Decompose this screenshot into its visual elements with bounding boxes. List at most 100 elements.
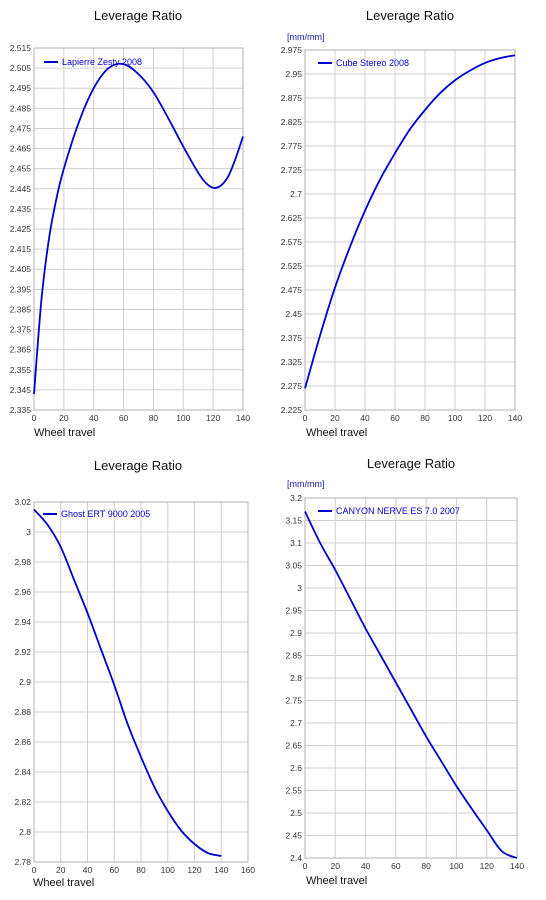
x-ticks: 0 20 40 60 80 100 120 140	[303, 413, 523, 423]
x-tick-label: 140	[236, 413, 250, 423]
x-axis-label: Wheel travel	[306, 427, 367, 439]
x-tick-label: 140	[510, 861, 524, 871]
legend: CANYON NERVE ES 7.0 2007	[318, 506, 460, 516]
legend: Ghost ERT 9000 2005	[43, 509, 150, 519]
y-tick-label: 2.92	[14, 647, 31, 657]
y-tick-label: 2.345	[10, 385, 32, 395]
y-tick-label: 2.575	[281, 237, 303, 247]
x-tick-label: 0	[303, 861, 308, 871]
x-tick-label: 40	[83, 865, 93, 875]
x-tick-label: 60	[110, 865, 120, 875]
y-ticks: 2.4 2.45 2.5 2.55 2.6 2.65 2.7 2.75 2.8 2.85 2.9 2.…	[285, 493, 302, 863]
y-tick-label: 2.78	[14, 857, 31, 867]
x-tick-label: 20	[56, 865, 66, 875]
y-tick-label: 2.465	[10, 144, 32, 154]
y-tick-label: 3.05	[285, 561, 302, 571]
y-tick-label: 2.505	[10, 63, 32, 73]
y-tick-label: 2.65	[285, 741, 302, 751]
x-tick-label: 140	[214, 865, 228, 875]
chart-canyon: Leverage Ratio [mm/mm] Wheel travel 2.42…	[285, 456, 524, 887]
y-tick-label: 2.45	[285, 831, 302, 841]
y-tick-label: 2.95	[285, 69, 302, 79]
y-tick-label: 2.395	[10, 284, 32, 294]
x-tick-label: 40	[360, 413, 370, 423]
legend: Lapierre Zesty 2008	[44, 57, 142, 67]
y-tick-label: 2.385	[10, 304, 32, 314]
x-tick-label: 60	[119, 413, 129, 423]
x-tick-label: 40	[361, 861, 371, 871]
y-tick-label: 2.415	[10, 244, 32, 254]
chart-title: Leverage Ratio	[367, 456, 455, 471]
x-tick-label: 20	[330, 413, 340, 423]
x-tick-label: 20	[331, 861, 341, 871]
x-tick-label: 0	[32, 413, 37, 423]
plot-frame	[304, 49, 516, 411]
x-tick-label: 120	[480, 861, 494, 871]
y-tick-label: 2.475	[10, 123, 32, 133]
chart-panel-ghost: Leverage Ratio Wheel travel 2.78 2.8 2.82 2…	[0, 450, 273, 900]
series-line-cube	[304, 54, 516, 389]
y-tick-label: 2.96	[14, 587, 31, 597]
y-tick-label: 2.475	[281, 285, 303, 295]
x-axis-label: Wheel travel	[306, 875, 367, 887]
x-axis-label: Wheel travel	[33, 877, 94, 889]
plot-frame	[33, 501, 249, 863]
x-tick-label: 120	[478, 413, 492, 423]
y-tick-label: 2.86	[14, 737, 31, 747]
x-tick-label: 140	[508, 413, 522, 423]
y-ticks: 2.335 2.345 2.355 2.365 2.375 2.385 2.395 2.405…	[10, 43, 32, 415]
y-tick-label: 3.2	[290, 493, 302, 503]
y-tick-label: 2.455	[10, 164, 32, 174]
y-tick-label: 2.335	[10, 405, 32, 415]
chart-title: Leverage Ratio	[94, 458, 182, 473]
x-tick-label: 80	[136, 865, 146, 875]
grid	[33, 47, 244, 411]
grid	[33, 501, 249, 863]
chart-panel-lapierre: Leverage Ratio Wheel travel 2.335 2.345 2.…	[0, 0, 273, 450]
y-tick-label: 2.88	[14, 707, 31, 717]
chart-panel-cube: Leverage Ratio [mm/mm] Wheel travel 2.22…	[273, 0, 546, 450]
series-line-lapierre	[33, 62, 244, 394]
y-tick-label: 2.725	[281, 165, 303, 175]
y-tick-label: 2.75	[285, 696, 302, 706]
y-tick-label: 2.355	[10, 365, 32, 375]
y-tick-label: 2.515	[10, 43, 32, 53]
y-tick-label: 3	[297, 583, 302, 593]
x-tick-label: 120	[206, 413, 220, 423]
y-tick-label: 2.98	[14, 557, 31, 567]
y-tick-label: 2.495	[10, 83, 32, 93]
x-tick-label: 160	[241, 865, 255, 875]
legend-label: Cube Stereo 2008	[336, 58, 409, 68]
chart-lapierre: Leverage Ratio Wheel travel 2.3352.3452.…	[10, 8, 251, 439]
plot-frame	[33, 47, 244, 411]
x-tick-label: 0	[303, 413, 308, 423]
y-tick-label: 2.45	[285, 309, 302, 319]
x-tick-label: 100	[161, 865, 175, 875]
y-tick-label: 2.84	[14, 767, 31, 777]
y-tick-label: 2.94	[14, 617, 31, 627]
grid	[304, 497, 518, 859]
x-tick-label: 80	[149, 413, 159, 423]
y-tick-label: 3.02	[14, 497, 31, 507]
y-tick-label: 2.7	[290, 189, 302, 199]
y-tick-label: 2.95	[285, 606, 302, 616]
x-tick-label: 100	[449, 861, 463, 871]
x-tick-label: 100	[176, 413, 190, 423]
y-tick-label: 2.525	[281, 261, 303, 271]
legend-label: CANYON NERVE ES 7.0 2007	[336, 506, 460, 516]
y-tick-label: 2.9	[290, 628, 302, 638]
grid	[304, 49, 516, 411]
y-tick-label: 2.875	[281, 93, 303, 103]
legend: Cube Stereo 2008	[318, 58, 409, 68]
y-tick-label: 2.975	[281, 45, 303, 55]
legend-label: Lapierre Zesty 2008	[62, 57, 142, 67]
x-tick-label: 80	[420, 413, 430, 423]
x-axis-label: Wheel travel	[34, 427, 95, 439]
chart-panel-canyon: Leverage Ratio [mm/mm] Wheel travel 2.4 2…	[273, 450, 546, 900]
y-tick-label: 2.435	[10, 204, 32, 214]
x-ticks: 0 20 40 60 80 100 120 140 160	[32, 865, 256, 875]
y-tick-label: 2.445	[10, 184, 32, 194]
x-tick-label: 0	[32, 865, 37, 875]
y-tick-label: 2.225	[281, 405, 303, 415]
x-tick-label: 80	[421, 861, 431, 871]
